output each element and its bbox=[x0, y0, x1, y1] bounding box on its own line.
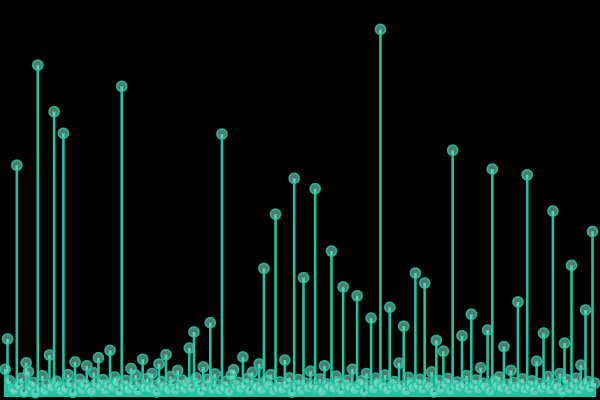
stem-marker bbox=[136, 353, 149, 366]
stem-marker bbox=[115, 80, 128, 93]
stem-marker bbox=[104, 344, 116, 357]
stem-marker bbox=[498, 340, 510, 353]
stem-marker bbox=[183, 342, 196, 354]
stem-marker bbox=[486, 163, 499, 175]
stem-marker bbox=[31, 59, 44, 71]
stem-marker bbox=[227, 363, 240, 376]
stem-marker bbox=[304, 365, 317, 378]
stem-marker bbox=[318, 360, 331, 372]
stem-marker bbox=[258, 262, 270, 275]
stem-marker bbox=[505, 364, 517, 377]
stem-marker bbox=[474, 361, 487, 374]
stem-marker bbox=[160, 348, 172, 361]
stem-marker bbox=[365, 312, 377, 324]
stem-marker bbox=[456, 329, 468, 342]
stem-marker bbox=[253, 358, 266, 370]
stem-marker bbox=[537, 327, 550, 339]
stem-markers-group bbox=[0, 23, 600, 399]
stem-marker bbox=[1, 333, 14, 345]
stem-marker bbox=[575, 359, 587, 371]
stem-marker bbox=[460, 370, 473, 382]
stem-marker bbox=[80, 360, 93, 372]
stem-marker bbox=[204, 316, 217, 329]
stem-marker bbox=[542, 370, 555, 383]
stem-marker bbox=[48, 105, 60, 118]
stem-marker bbox=[57, 127, 70, 140]
stem-marker bbox=[22, 365, 35, 378]
stem-marker bbox=[437, 345, 450, 357]
stem-marker bbox=[430, 334, 443, 347]
stem-marker bbox=[209, 368, 221, 380]
stem-marker bbox=[493, 371, 506, 383]
stem-marker bbox=[554, 367, 566, 380]
stem-marker bbox=[246, 366, 259, 379]
stem-marker bbox=[379, 369, 391, 381]
stem-marker bbox=[325, 245, 338, 257]
stem-marker bbox=[383, 301, 396, 314]
stem-marker bbox=[265, 368, 277, 381]
stem-marker bbox=[521, 169, 534, 181]
stem-marker bbox=[15, 372, 28, 384]
stem-marker bbox=[92, 351, 105, 364]
stem-marker bbox=[87, 366, 100, 379]
stem-marker bbox=[269, 208, 282, 220]
stem-marker bbox=[153, 358, 165, 370]
stem-marker bbox=[171, 364, 184, 377]
stem-marker bbox=[188, 326, 200, 338]
stem-marker bbox=[589, 377, 600, 389]
stem-marker bbox=[360, 367, 373, 380]
stem-marker bbox=[288, 172, 300, 185]
stem-marker bbox=[374, 23, 387, 36]
stem-marker bbox=[197, 361, 210, 373]
stem-marker bbox=[297, 271, 310, 284]
stem-marker bbox=[129, 369, 142, 381]
stem-marker bbox=[216, 128, 228, 140]
stem-marker bbox=[0, 363, 11, 376]
stem-marker bbox=[346, 363, 359, 376]
stem-marker bbox=[36, 370, 49, 382]
stem-marker bbox=[237, 351, 249, 363]
stem-marker bbox=[69, 356, 81, 368]
stem-marker bbox=[283, 371, 296, 384]
stem-marker bbox=[446, 144, 459, 157]
stem-marker bbox=[481, 324, 494, 336]
stem-marker bbox=[512, 296, 524, 308]
stem-marker bbox=[11, 159, 23, 172]
stem-marker bbox=[43, 349, 56, 361]
stem-marker bbox=[393, 357, 405, 369]
stem-marker bbox=[146, 367, 158, 380]
stem-marker bbox=[579, 304, 592, 316]
stem-marker bbox=[309, 182, 321, 195]
stem-marker bbox=[279, 354, 291, 366]
stem-marker bbox=[351, 289, 363, 302]
stem-marker bbox=[418, 277, 431, 289]
stem-marker bbox=[337, 281, 349, 293]
stem-marker bbox=[425, 366, 438, 378]
stem-marker bbox=[85, 385, 98, 398]
stem-marker bbox=[586, 225, 599, 238]
stem-marker bbox=[397, 320, 410, 332]
stem-marker bbox=[465, 308, 478, 321]
stem-marker bbox=[558, 337, 571, 349]
stem-marker bbox=[570, 372, 582, 384]
stem-marker bbox=[547, 205, 559, 217]
stem-marker bbox=[565, 259, 578, 272]
stem-marker bbox=[409, 267, 422, 279]
stem-marker bbox=[530, 355, 543, 367]
